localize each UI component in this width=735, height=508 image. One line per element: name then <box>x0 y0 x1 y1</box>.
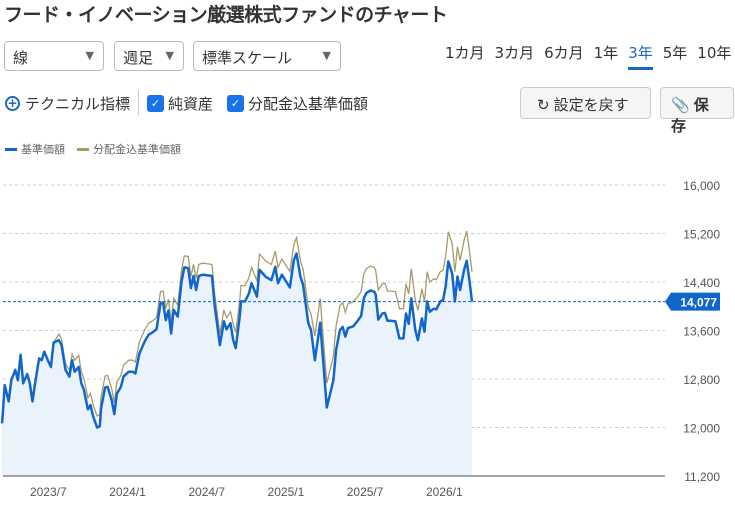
scale-select[interactable]: 標準スケール ▼ <box>193 41 341 71</box>
legend-dist: 分配金込基準価額 <box>93 143 181 156</box>
legend-swatch-nav <box>5 147 17 151</box>
paperclip-icon: 📎 <box>671 96 690 114</box>
interval-value: 週足 <box>123 49 154 67</box>
tab-6m[interactable]: 6カ月 <box>544 44 584 62</box>
x-tick-label: 2024/1 <box>109 485 146 499</box>
net-assets-checkbox[interactable]: ✓ <box>147 94 165 112</box>
nav-area-fill <box>2 253 473 476</box>
current-value-label: 14,077 <box>680 296 717 310</box>
legend-nav: 基準価額 <box>21 143 65 156</box>
divider <box>138 90 140 116</box>
chart-legend: 基準価額 分配金込基準価額 <box>5 141 181 157</box>
legend-swatch-dist <box>77 147 89 151</box>
tab-5y[interactable]: 5年 <box>662 44 688 62</box>
current-value-tag <box>665 292 720 311</box>
dist-nav-label: 分配金込基準価額 <box>248 94 369 113</box>
y-tick-label: 13,600 <box>683 325 720 339</box>
y-tick-label: 14,400 <box>683 276 720 290</box>
technical-label: テクニカル指標 <box>25 94 131 113</box>
tab-3y[interactable]: 3年 <box>628 42 653 70</box>
chevron-down-icon: ▼ <box>322 49 331 62</box>
chevron-down-icon: ▼ <box>165 49 174 62</box>
y-tick-label: 15,200 <box>683 228 720 242</box>
y-tick-label: 12,000 <box>683 422 720 436</box>
technical-indicator-button[interactable]: + テクニカル指標 <box>5 93 130 114</box>
x-tick-label: 2024/7 <box>188 485 225 499</box>
nav-line <box>0 252 474 429</box>
dist-nav-line <box>1 230 473 424</box>
chart-type-select[interactable]: 線 ▼ <box>4 41 104 71</box>
page-title: フード・イノベーション厳選株式ファンドのチャート <box>4 4 448 26</box>
dist-nav-checkbox[interactable]: ✓ <box>227 94 245 112</box>
refresh-icon: ↻ <box>537 96 550 114</box>
reset-settings-button[interactable]: ↻ 設定を戻す <box>520 87 651 119</box>
net-assets-label: 純資産 <box>168 94 214 113</box>
x-tick-label: 2023/7 <box>30 485 67 499</box>
x-tick-label: 2026/1 <box>426 485 463 499</box>
tab-1y[interactable]: 1年 <box>593 44 619 62</box>
tab-3m[interactable]: 3カ月 <box>494 44 535 62</box>
reset-label: 設定を戻す <box>553 96 629 114</box>
save-label: 保存 <box>671 96 709 135</box>
chevron-down-icon: ▼ <box>85 49 94 62</box>
x-tick-label: 2025/7 <box>347 485 384 499</box>
tab-1m[interactable]: 1カ月 <box>445 44 485 62</box>
x-tick-label: 2025/1 <box>268 485 305 499</box>
interval-select[interactable]: 週足 ▼ <box>114 41 184 71</box>
y-tick-label: 16,000 <box>683 179 720 193</box>
tab-10y[interactable]: 10年 <box>697 44 732 62</box>
save-button[interactable]: 📎 保存 <box>660 87 734 135</box>
plus-circle-icon: + <box>5 95 20 111</box>
scale-value: 標準スケール <box>202 49 293 67</box>
chart-type-value: 線 <box>13 49 29 67</box>
period-tabs: 1カ月 3カ月 6カ月 1年 3年 5年 10年 <box>445 42 731 70</box>
y-tick-label: 11,200 <box>684 470 720 484</box>
y-tick-label: 12,800 <box>683 373 720 387</box>
